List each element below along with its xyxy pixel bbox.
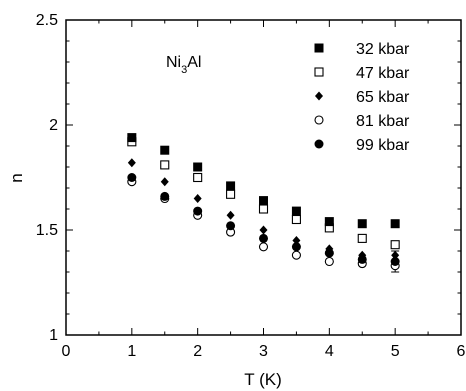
x-tick-label: 1 [127, 343, 136, 360]
legend-label-65-kbar: 65 kbar [356, 89, 410, 106]
data-point-65-kbar [160, 177, 169, 187]
data-point-99-kbar [324, 248, 334, 258]
data-point-99-kbar [226, 221, 236, 231]
data-point-32-kbar [324, 217, 334, 227]
data-point-99-kbar [127, 173, 137, 182]
data-point-81-kbar [291, 250, 301, 260]
y-axis-label: n [7, 173, 26, 182]
legend-marker-65-kbar [315, 91, 323, 101]
data-point-99-kbar [160, 191, 170, 201]
legend: 32 kbar 47 kbar 65 kbar 81 kbar 99 kbar [314, 41, 410, 154]
legend-label-81-kbar: 81 kbar [356, 113, 410, 130]
data-point-65-kbar [226, 210, 235, 220]
y-tick-label: 2.5 [36, 12, 58, 29]
legend-label-32-kbar: 32 kbar [356, 41, 410, 58]
tick-labels: 0 1 2 3 4 5 611.522.5 [36, 12, 466, 360]
data-point-65-kbar [292, 236, 301, 245]
x-tick-label: 2 [193, 343, 202, 360]
x-axis-label: T (K) [244, 370, 281, 389]
legend-marker-47-kbar [314, 67, 324, 77]
data-point-32-kbar [390, 219, 400, 229]
x-tick-label: 5 [391, 343, 400, 360]
x-tick-label: 4 [325, 343, 334, 360]
y-tick-label: 2 [49, 117, 58, 134]
legend-marker-32-kbar [314, 43, 324, 53]
data-point-32-kbar [160, 145, 170, 155]
legend-marker-99-kbar [314, 139, 324, 149]
data-point-99-kbar [259, 233, 268, 243]
data-point-47-kbar [390, 240, 400, 250]
data-marks [127, 133, 400, 273]
compound-annotation-tail: Al [187, 54, 201, 71]
legend-marker-81-kbar [314, 115, 324, 125]
compound-annotation-subscript: 3 [181, 64, 187, 76]
axis-ticks [65, 19, 462, 336]
compound-annotation: Ni3Al [166, 54, 201, 76]
data-point-65-kbar [193, 194, 202, 203]
data-point-81-kbar [324, 256, 334, 267]
data-point-32-kbar [291, 206, 301, 216]
data-point-47-kbar [226, 189, 236, 199]
data-point-65-kbar [127, 158, 136, 168]
data-point-32-kbar [127, 133, 137, 143]
x-tick-label: 6 [457, 343, 466, 360]
data-point-47-kbar [258, 204, 269, 214]
data-point-99-kbar [291, 242, 301, 252]
data-point-32-kbar [226, 181, 236, 191]
data-point-32-kbar [357, 219, 367, 229]
data-point-99-kbar [357, 254, 367, 264]
data-point-99-kbar [390, 257, 400, 266]
y-tick-label: 1 [49, 327, 58, 344]
data-point-47-kbar [193, 172, 203, 183]
data-point-47-kbar [357, 233, 367, 243]
data-point-32-kbar [259, 196, 268, 206]
x-tick-label: 3 [259, 343, 268, 360]
legend-label-47-kbar: 47 kbar [356, 65, 410, 82]
y-tick-label: 1.5 [36, 222, 58, 239]
x-tick-label: 0 [62, 343, 71, 360]
data-point-47-kbar [291, 214, 301, 225]
data-point-65-kbar [259, 225, 268, 235]
data-point-47-kbar [160, 160, 170, 170]
data-point-99-kbar [193, 206, 203, 216]
legend-label-99-kbar: 99 kbar [356, 137, 410, 154]
data-point-32-kbar [193, 162, 203, 172]
data-point-65-kbar [391, 250, 400, 260]
compound-annotation-main: Ni [166, 54, 181, 71]
data-point-81-kbar [258, 242, 269, 252]
